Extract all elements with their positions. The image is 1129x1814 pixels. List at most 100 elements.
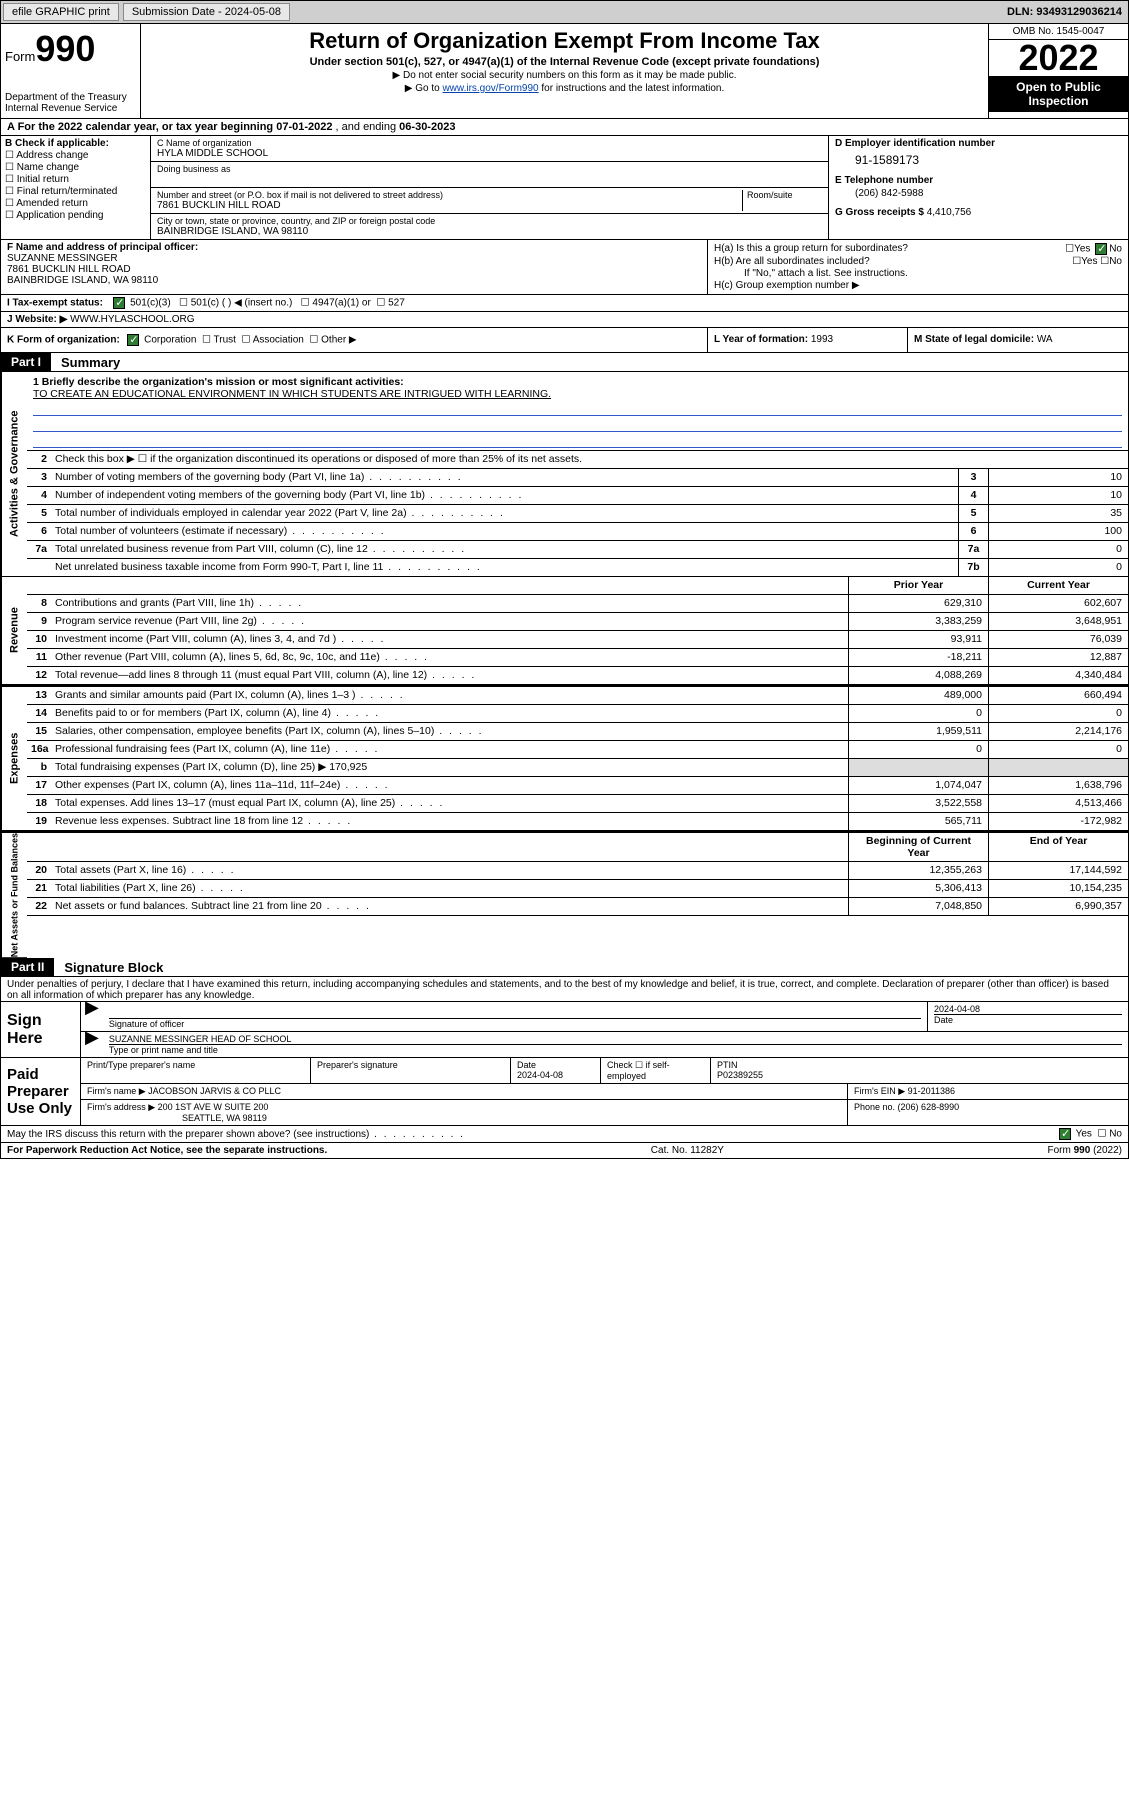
row-desc: Professional fundraising fees (Part IX, … [51,741,848,758]
row-2-desc: Check this box ▶ ☐ if the organization d… [51,451,1128,468]
street-address: 7861 BUCKLIN HILL ROAD [157,200,742,211]
phone-value: (206) 842-5988 [855,188,1122,199]
current-year-val: 17,144,592 [988,862,1128,879]
cb-amended-return[interactable]: ☐ Amended return [5,198,146,209]
row-desc: Number of voting members of the governin… [51,469,958,486]
col-h: H(a) Is this a group return for subordin… [708,240,1128,294]
data-row: 18Total expenses. Add lines 13–17 (must … [27,795,1128,813]
row-m-label: M State of legal domicile: [914,334,1037,345]
row-desc: Program service revenue (Part VIII, line… [51,613,848,630]
row-num: 10 [27,631,51,648]
col-de: D Employer identification number 91-1589… [828,136,1128,239]
row-box: 3 [958,469,988,486]
form-subtitle: Under section 501(c), 527, or 4947(a)(1)… [147,56,982,68]
row-16b-val: 170,925 [329,761,367,773]
footer-cat-no: Cat. No. 11282Y [651,1145,724,1156]
cb-final-return[interactable]: ☐ Final return/terminated [5,186,146,197]
row-num: 19 [27,813,51,830]
firm-addr1: 200 1ST AVE W SUITE 200 [158,1102,269,1112]
row-i-label: I Tax-exempt status: [7,298,103,309]
row-num: 7a [27,541,51,558]
row-a-label: A For the 2022 calendar year, or tax yea… [7,121,276,133]
4947-label: 4947(a)(1) or [312,298,370,309]
goto-note: ▶ Go to www.irs.gov/Form990 for instruct… [147,83,982,94]
ein-value: 91-1589173 [855,153,1122,167]
row-box: 5 [958,505,988,522]
col-c: C Name of organization HYLA MIDDLE SCHOO… [151,136,828,239]
part-i-title: Summary [51,355,120,370]
k-corp: Corporation [144,335,196,346]
row-num: 3 [27,469,51,486]
cb-label: Address change [16,150,88,161]
no-label: No [1109,1129,1122,1140]
section-revenue: Revenue Prior Year Current Year 8Contrib… [0,577,1129,687]
ptin-value: P02389255 [717,1070,1122,1080]
data-row: 11Other revenue (Part VIII, column (A), … [27,649,1128,667]
phone-caption: E Telephone number [835,175,933,186]
net-vlabel: Net Assets or Fund Balances [1,833,27,958]
prior-year-val: 1,959,511 [848,723,988,740]
cb-name-change[interactable]: ☐ Name change [5,162,146,173]
officer-addr1: 7861 BUCKLIN HILL ROAD [7,264,701,275]
may-discuss-row: May the IRS discuss this return with the… [0,1126,1129,1143]
sig-date-caption: Date [934,1014,1122,1025]
col-f-officer: F Name and address of principal officer:… [1,240,708,294]
current-year-val: 10,154,235 [988,880,1128,897]
data-row: 19Revenue less expenses. Subtract line 1… [27,813,1128,831]
row-num: 17 [27,777,51,794]
row-num: 18 [27,795,51,812]
form-title: Return of Organization Exempt From Incom… [147,28,982,54]
row-l: L Year of formation: 1993 [708,328,908,352]
may-discuss-answer: Yes ☐ No [1057,1128,1122,1140]
firm-name: JACOBSON JARVIS & CO PLLC [148,1086,281,1096]
prior-year-val: 12,355,263 [848,862,988,879]
org-name-cell: C Name of organization HYLA MIDDLE SCHOO… [151,136,828,162]
firm-ein: 91-2011386 [908,1086,955,1096]
efile-print-button[interactable]: efile GRAPHIC print [3,3,119,21]
data-row: 10Investment income (Part VIII, column (… [27,631,1128,649]
row-a-sep: , and ending [336,121,400,133]
header-mid: Return of Organization Exempt From Incom… [141,24,988,118]
paid-preparer-label: Paid Preparer Use Only [1,1058,81,1125]
data-row: 14Benefits paid to or for members (Part … [27,705,1128,723]
form990-link[interactable]: www.irs.gov/Form990 [442,83,538,94]
sig-date: 2024-04-08 [934,1004,1122,1014]
row-box: 7a [958,541,988,558]
row-klm: K Form of organization: Corporation ☐ Tr… [0,328,1129,353]
prior-year-hdr: Prior Year [848,577,988,594]
data-row: 15Salaries, other compensation, employee… [27,723,1128,741]
cb-application-pending[interactable]: ☐ Application pending [5,210,146,221]
submission-date-button[interactable]: Submission Date - 2024-05-08 [123,3,290,21]
cb-address-change[interactable]: ☐ Address change [5,150,146,161]
row-num: 15 [27,723,51,740]
yes-label: Yes [1076,1129,1092,1140]
current-year-val: 2,214,176 [988,723,1128,740]
officer-addr2: BAINBRIDGE ISLAND, WA 98110 [7,275,701,286]
row-desc: Salaries, other compensation, employee b… [51,723,848,740]
sign-here-block: Sign Here ▶ Signature of officer 2024-04… [0,1002,1129,1058]
current-year-val: 1,638,796 [988,777,1128,794]
may-discuss-question: May the IRS discuss this return with the… [7,1129,1057,1140]
h-a-row: H(a) Is this a group return for subordin… [714,243,1122,255]
open-public-badge: Open to Public Inspection [989,76,1128,112]
row-num: 13 [27,687,51,704]
prior-year-val: 489,000 [848,687,988,704]
sign-here-label: Sign Here [1,1002,81,1057]
preparer-sig-hdr: Preparer's signature [311,1058,511,1083]
firm-addr2: SEATTLE, WA 98119 [87,1113,841,1123]
org-name-caption: C Name of organization [157,138,822,148]
row-k: K Form of organization: Corporation ☐ Tr… [1,328,708,352]
527-label: 527 [388,298,405,309]
h-b-answer: ☐Yes ☐No [1072,256,1122,267]
k-other: Other ▶ [321,335,356,346]
cb-initial-return[interactable]: ☐ Initial return [5,174,146,185]
row-num: 22 [27,898,51,915]
current-year-val: 0 [988,741,1128,758]
addr-caption: Number and street (or P.O. box if mail i… [157,190,742,200]
section-expenses: Expenses 13Grants and similar amounts pa… [0,687,1129,833]
row-num: 5 [27,505,51,522]
row-desc: Other expenses (Part IX, column (A), lin… [51,777,848,794]
officer-printed-name: SUZANNE MESSINGER HEAD OF SCHOOL [109,1034,1122,1044]
data-row: 21Total liabilities (Part X, line 26)5,3… [27,880,1128,898]
h-a-label: H(a) Is this a group return for subordin… [714,243,908,255]
